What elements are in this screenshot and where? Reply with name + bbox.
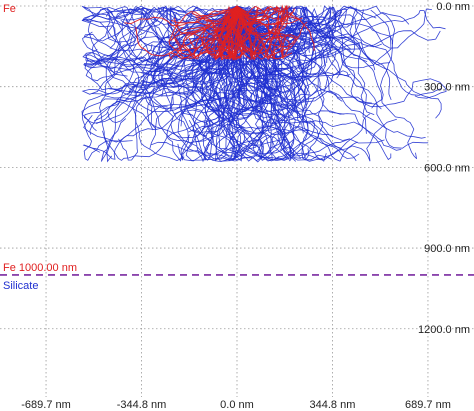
fe-trajectory xyxy=(190,5,238,36)
silicate-trajectory xyxy=(119,5,238,87)
y-tick-label: 0.0 nm xyxy=(436,1,470,13)
y-tick-label: 1200.0 nm xyxy=(418,324,470,336)
fe-trajectory xyxy=(214,5,259,44)
layer-label-silicate: Silicate xyxy=(3,280,38,292)
silicate-trajectory xyxy=(236,5,317,102)
y-tick-label: 600.0 nm xyxy=(424,162,470,174)
x-tick-label: 0.0 nm xyxy=(220,399,254,411)
silicate-trajectory xyxy=(83,5,238,66)
fe-trajectory xyxy=(219,5,255,61)
fe-trajectory xyxy=(236,5,271,61)
fe-trajectory xyxy=(182,5,238,58)
silicate-trajectory xyxy=(96,5,238,125)
fe-trajectories xyxy=(124,4,315,61)
x-axis-tick-labels: -689.7 nm -344.8 nm 0.0 nm 344.8 nm 689.7 nm xyxy=(21,399,451,411)
silicate-trajectory xyxy=(236,5,358,106)
x-tick-label: -689.7 nm xyxy=(21,399,71,411)
fe-trajectory xyxy=(195,5,238,60)
silicate-trajectory xyxy=(214,5,295,162)
fe-trajectory xyxy=(170,5,238,24)
x-tick-label: 344.8 nm xyxy=(310,399,356,411)
silicate-trajectory xyxy=(194,5,315,134)
silicate-trajectory xyxy=(232,5,351,77)
silicate-trajectory xyxy=(81,5,238,48)
layer-label-fe: Fe xyxy=(3,3,16,15)
y-tick-label: 900.0 nm xyxy=(424,243,470,255)
layer-label-boundary: Fe 1000.00 nm xyxy=(3,262,77,274)
x-tick-label: -344.8 nm xyxy=(117,399,167,411)
y-axis-tick-labels: 0.0 nm 300.0 nm 600.0 nm 900.0 nm 1200.0 nm xyxy=(418,1,470,336)
fe-trajectory xyxy=(233,5,270,59)
fe-trajectory xyxy=(236,5,280,20)
x-tick-label: 689.7 nm xyxy=(405,399,451,411)
silicate-trajectory xyxy=(84,5,238,94)
fe-trajectory xyxy=(170,5,238,42)
fe-trajectory xyxy=(124,5,238,27)
fe-trajectory xyxy=(168,5,238,59)
fe-trajectory xyxy=(135,5,238,57)
y-tick-label: 300.0 nm xyxy=(424,82,470,94)
silicate-trajectory xyxy=(94,5,252,122)
fe-trajectory xyxy=(173,5,238,60)
silicate-trajectory xyxy=(166,5,238,162)
silicate-trajectory xyxy=(161,5,310,162)
silicate-trajectory xyxy=(87,5,238,77)
silicate-trajectory xyxy=(179,5,238,130)
